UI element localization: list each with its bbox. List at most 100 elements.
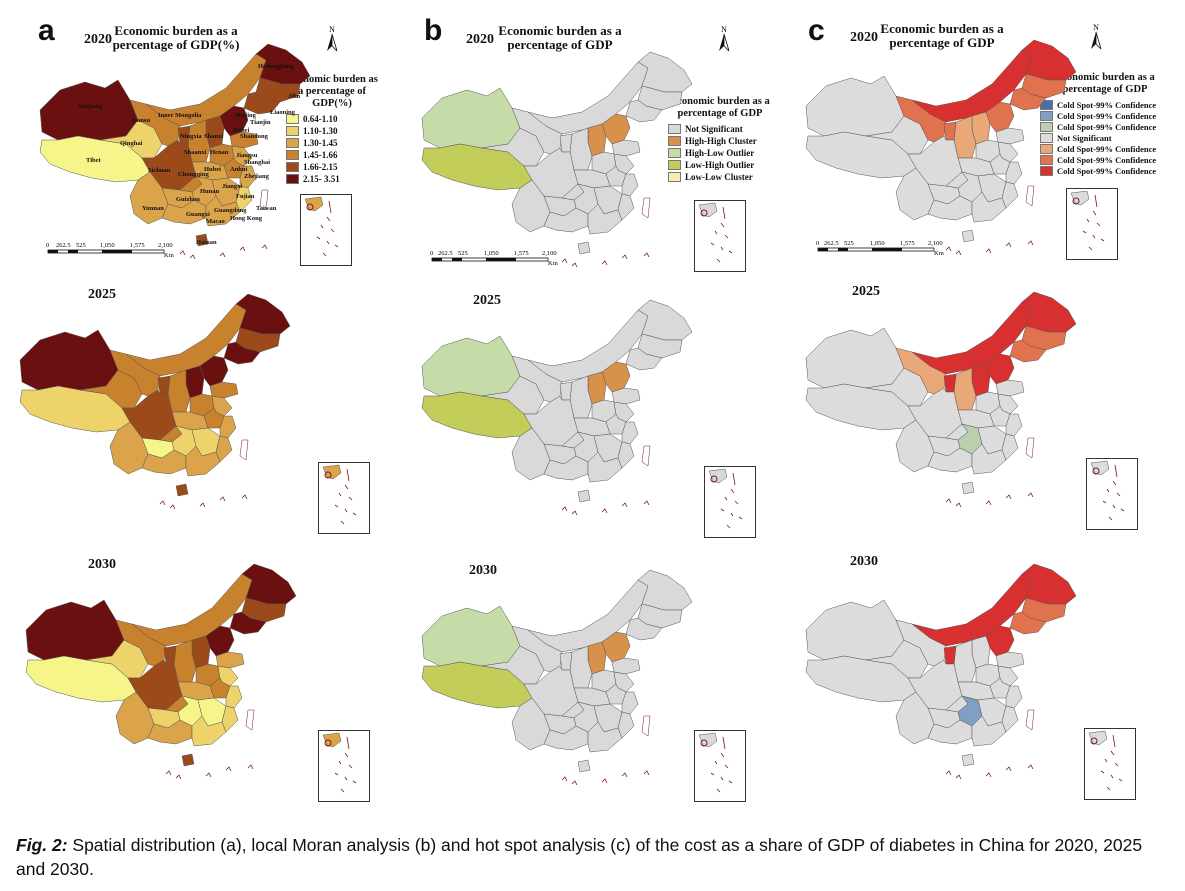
province-label: Jilin (288, 93, 301, 100)
china-map (421, 51, 693, 268)
year-label-b-2020: 2020 (466, 32, 494, 47)
legend-a-title: Economic burden as a percentage of GDP(%… (286, 74, 378, 109)
region-liaoning (223, 341, 261, 365)
legend-swatch (1040, 121, 1053, 132)
china-map (805, 291, 1077, 508)
island-mark (621, 254, 628, 260)
legend-swatch (668, 124, 681, 134)
province-label: Shanghai (244, 159, 270, 166)
svg-text:Km: Km (934, 250, 944, 257)
province-label: Guangxi (186, 211, 210, 218)
region-nmongolia (911, 573, 1033, 647)
china-map (25, 563, 297, 780)
region-taiwan (1025, 185, 1035, 207)
island-mark (1005, 494, 1012, 500)
island-mark (1027, 240, 1034, 246)
inset-map (322, 732, 357, 793)
region-liaoning (625, 99, 663, 123)
province-label: Chongqing (178, 171, 209, 178)
island-mark (985, 772, 992, 778)
island-mark (621, 502, 628, 508)
region-hebei (985, 353, 1015, 385)
map-title-b: Economic burden as a percentage of GDP (498, 23, 622, 52)
legend-swatch (286, 114, 299, 124)
region-nmongolia (131, 573, 253, 647)
south-china-sea-inset (704, 466, 756, 538)
island-mark (165, 770, 172, 776)
region-ningxia (559, 133, 573, 153)
svg-text:2,100: 2,100 (928, 240, 943, 247)
inset-map (322, 464, 357, 525)
island-mark (225, 766, 232, 772)
island-mark (601, 260, 608, 266)
province-label: Guangdong (214, 207, 247, 214)
year-label-c-2030: 2030 (850, 554, 878, 569)
island-mark (199, 502, 206, 508)
island-mark (205, 772, 212, 778)
region-xinjiang (805, 599, 905, 661)
scale-bar: 0 262.5 525 1,050 1,575 2,100 Km (46, 242, 174, 259)
region-xinjiang (19, 329, 119, 391)
svg-text:N: N (329, 25, 335, 34)
region-nmongolia (527, 309, 649, 383)
svg-text:1,575: 1,575 (130, 242, 145, 249)
map-title-c: Economic burden as a percentage of GDP (880, 21, 1004, 50)
island-mark (1027, 492, 1034, 498)
legend-swatch (668, 172, 681, 182)
island-mark (985, 248, 992, 254)
region-hebei (205, 625, 235, 657)
province-label: Henan (210, 149, 229, 156)
south-china-sea-inset (318, 462, 370, 534)
province-label: Yunnan (142, 205, 164, 212)
china-map (19, 293, 291, 510)
province-label: Guizhou (176, 196, 200, 203)
island-mark (239, 246, 246, 252)
island-mark (571, 262, 578, 268)
island-mark (643, 252, 650, 258)
region-liaoning (1009, 611, 1047, 635)
svg-text:1,050: 1,050 (100, 242, 115, 249)
china-map (421, 569, 693, 786)
china-map (39, 43, 311, 260)
region-guangdong (205, 195, 241, 227)
region-taiwan (641, 715, 651, 737)
region-hainan (961, 481, 975, 495)
island-mark (621, 772, 628, 778)
legend-c-item: Cold Spot-99% Confidence (1040, 121, 1170, 132)
region-liaoning (229, 611, 267, 635)
north-arrow-icon: N (1091, 23, 1102, 50)
svg-text:525: 525 (458, 250, 468, 257)
region-hainan (961, 753, 975, 767)
island-mark (159, 500, 166, 506)
region-guangdong (587, 203, 623, 235)
svg-text:262.5: 262.5 (824, 240, 839, 247)
legend-a-item: 1.45-1.66 (286, 149, 378, 161)
island-mark (945, 770, 952, 776)
region-nmongolia (911, 301, 1033, 375)
island-mark (643, 770, 650, 776)
province-label: Liaoning (270, 109, 296, 116)
svg-text:1,575: 1,575 (900, 240, 915, 247)
island-mark (571, 510, 578, 516)
province-label: Sichuan (148, 167, 171, 174)
region-liaoning (1009, 87, 1047, 111)
caption-label: Fig. 2: (16, 835, 68, 855)
province-label: Tibet (86, 157, 102, 164)
island-mark (571, 780, 578, 786)
south-china-sea-inset (300, 194, 352, 266)
region-xinjiang (25, 599, 125, 661)
province-label: Ningxia (180, 133, 202, 140)
inset-map (1070, 190, 1105, 251)
island-mark (247, 764, 254, 770)
panel-letter-c: c (808, 14, 825, 47)
svg-text:0: 0 (816, 240, 819, 247)
island-mark (1005, 766, 1012, 772)
region-hainan (175, 483, 189, 497)
figure-caption: Fig. 2: Spatial distribution (a), local … (16, 833, 1176, 881)
province-label: Qinghai (120, 140, 143, 147)
region-nmongolia (911, 49, 1033, 123)
province-label: Heilongjiang (258, 63, 295, 70)
svg-text:N: N (721, 25, 727, 34)
region-taiwan (641, 197, 651, 219)
legend-a-item: 1.30-1.45 (286, 137, 378, 149)
